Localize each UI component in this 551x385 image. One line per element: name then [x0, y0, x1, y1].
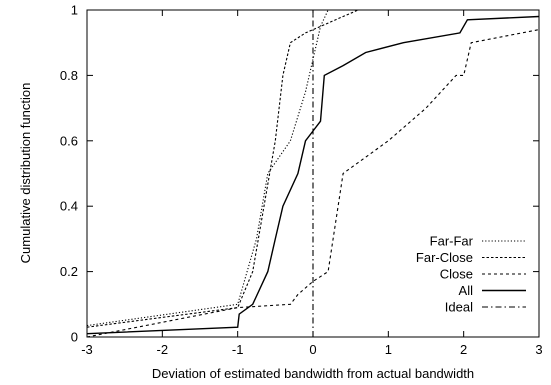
legend-label: Far-Far: [430, 234, 474, 249]
series-line-far-far: [87, 10, 329, 327]
y-tick-label: 1: [71, 3, 78, 18]
series-line-far-close: [87, 10, 359, 328]
legend-label: Far-Close: [416, 250, 473, 265]
x-tick-label: -3: [81, 342, 93, 357]
x-tick-label: 2: [460, 342, 467, 357]
x-tick-label: 0: [309, 342, 316, 357]
x-tick-label: 3: [535, 342, 542, 357]
legend-label: All: [459, 283, 474, 298]
series-lines: [87, 10, 539, 337]
axis-tick-labels: -3 -2 -1 0 1 2 3 0 0.2 0.4 0.6 0.8 1: [60, 3, 543, 358]
axis-ticks: [86, 9, 540, 338]
y-tick-label: 0: [71, 330, 78, 345]
series-line-close: [87, 29, 539, 337]
x-tick-label: -2: [157, 342, 169, 357]
y-tick-label: 0.2: [60, 264, 78, 279]
x-tick-label: 1: [385, 342, 392, 357]
y-tick-label: 0.6: [60, 133, 78, 148]
y-axis-label: Cumulative distribution function: [18, 83, 33, 264]
x-tick-label: -1: [232, 342, 244, 357]
legend-label: Ideal: [445, 300, 473, 315]
series-line-all: [87, 15, 539, 335]
y-tick-label: 0.8: [60, 68, 78, 83]
legend-label: Close: [440, 267, 473, 282]
x-axis-label: Deviation of estimated bandwidth from ac…: [152, 366, 474, 381]
y-tick-label: 0.4: [60, 199, 78, 214]
